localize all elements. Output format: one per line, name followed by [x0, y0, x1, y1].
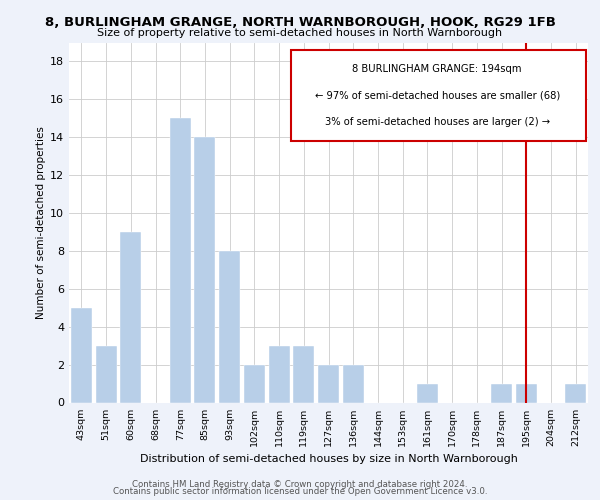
Bar — [565, 384, 586, 402]
Y-axis label: Number of semi-detached properties: Number of semi-detached properties — [36, 126, 46, 319]
X-axis label: Distribution of semi-detached houses by size in North Warnborough: Distribution of semi-detached houses by … — [140, 454, 517, 464]
Text: Size of property relative to semi-detached houses in North Warnborough: Size of property relative to semi-detach… — [97, 28, 503, 38]
Bar — [343, 364, 364, 403]
Bar — [120, 232, 141, 402]
Bar — [219, 251, 240, 402]
Bar — [95, 346, 116, 403]
Bar — [71, 308, 92, 402]
Text: Contains public sector information licensed under the Open Government Licence v3: Contains public sector information licen… — [113, 488, 487, 496]
FancyBboxPatch shape — [292, 50, 586, 141]
Text: 8, BURLINGHAM GRANGE, NORTH WARNBOROUGH, HOOK, RG29 1FB: 8, BURLINGHAM GRANGE, NORTH WARNBOROUGH,… — [44, 16, 556, 29]
Bar — [269, 346, 290, 403]
Text: 8 BURLINGHAM GRANGE: 194sqm: 8 BURLINGHAM GRANGE: 194sqm — [352, 64, 522, 74]
Bar — [170, 118, 191, 403]
Bar — [318, 364, 339, 403]
Text: Contains HM Land Registry data © Crown copyright and database right 2024.: Contains HM Land Registry data © Crown c… — [132, 480, 468, 489]
Bar — [516, 384, 537, 402]
Text: 3% of semi-detached houses are larger (2) →: 3% of semi-detached houses are larger (2… — [325, 117, 550, 127]
Bar — [491, 384, 512, 402]
Bar — [244, 364, 265, 403]
Text: ← 97% of semi-detached houses are smaller (68): ← 97% of semi-detached houses are smalle… — [314, 90, 560, 101]
Bar — [293, 346, 314, 403]
Bar — [194, 137, 215, 402]
Bar — [417, 384, 438, 402]
